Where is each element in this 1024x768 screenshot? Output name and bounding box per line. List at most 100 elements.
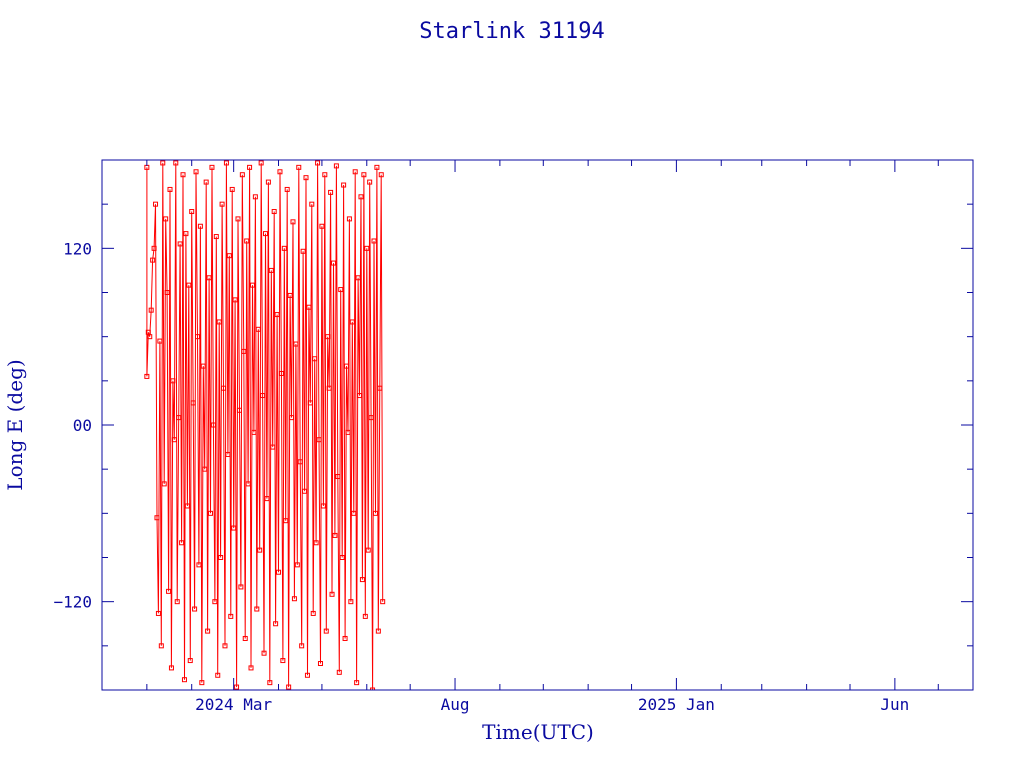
data-point	[209, 164, 215, 170]
data-point	[307, 400, 313, 406]
data-point	[291, 596, 297, 602]
data-point	[312, 356, 318, 362]
data-point	[365, 547, 371, 553]
data-point	[303, 175, 309, 181]
data-point	[280, 658, 286, 664]
data-point	[258, 160, 264, 166]
data-point	[173, 160, 179, 166]
series-line	[146, 162, 384, 690]
data-point	[375, 628, 381, 634]
data-point	[235, 216, 241, 222]
data-point	[239, 172, 245, 178]
data-point	[249, 282, 255, 288]
data-point	[148, 307, 154, 313]
data-point	[297, 459, 303, 465]
data-point	[289, 415, 295, 421]
data-point	[193, 169, 199, 175]
data-point	[339, 555, 345, 560]
data-point	[194, 334, 200, 340]
data-point	[181, 677, 187, 683]
data-point	[177, 241, 183, 247]
data-point	[252, 194, 258, 200]
data-point	[229, 186, 235, 192]
data-point	[163, 216, 169, 222]
x-tick-label: Aug	[441, 695, 470, 714]
data-point	[371, 238, 377, 244]
data-point	[268, 267, 274, 273]
data-point	[196, 562, 202, 568]
data-point	[286, 684, 292, 690]
data-point	[255, 326, 261, 332]
data-point	[315, 160, 321, 166]
data-point	[300, 248, 306, 254]
data-point	[189, 209, 195, 215]
data-point	[377, 385, 383, 391]
data-point	[323, 628, 329, 634]
data-point	[313, 540, 319, 546]
data-point	[251, 429, 257, 435]
data-point	[333, 163, 339, 169]
data-point	[329, 591, 335, 597]
data-point	[352, 169, 358, 175]
data-point	[215, 672, 221, 678]
data-point	[284, 186, 290, 192]
data-point	[348, 599, 354, 605]
data-point	[341, 182, 347, 188]
data-point	[202, 466, 208, 472]
data-point	[328, 189, 334, 195]
data-point	[283, 518, 289, 524]
data-point	[261, 650, 267, 656]
data-point	[167, 186, 173, 192]
data-point	[260, 393, 266, 399]
data-point	[157, 338, 163, 344]
x-axis-label: Time(UTC)	[482, 720, 594, 744]
data-point	[271, 209, 277, 215]
data-point	[245, 481, 251, 487]
data-point	[276, 569, 282, 575]
data-point	[218, 555, 224, 560]
data-point	[190, 400, 196, 406]
data-point	[170, 378, 176, 384]
data-point	[219, 201, 225, 207]
data-point	[372, 510, 378, 516]
data-point	[254, 606, 260, 612]
data-point	[304, 672, 310, 678]
data-point	[144, 373, 150, 379]
data-point	[150, 257, 156, 263]
data-point	[186, 282, 192, 288]
data-point	[199, 680, 205, 686]
data-point	[346, 216, 352, 222]
data-point	[203, 179, 209, 185]
data-point	[221, 385, 227, 391]
data-point	[262, 231, 268, 237]
data-point	[176, 415, 182, 421]
x-axis: 2024 Mar Aug 2025 Jan Jun	[101, 160, 939, 714]
data-point	[192, 606, 198, 612]
data-point	[210, 422, 216, 428]
data-point	[299, 643, 305, 649]
data-point	[231, 525, 237, 531]
data-point	[151, 245, 157, 251]
data-point	[325, 334, 331, 340]
data-point	[147, 334, 153, 340]
plot-area	[144, 160, 386, 690]
data-point	[222, 643, 228, 649]
data-point	[370, 687, 376, 690]
data-point	[267, 680, 273, 686]
data-point	[174, 599, 180, 605]
data-point	[302, 488, 308, 494]
data-point	[287, 292, 293, 298]
data-point	[368, 415, 374, 421]
x-tick-label: 2025 Jan	[638, 695, 715, 714]
data-point	[241, 348, 247, 354]
data-point	[168, 665, 174, 671]
data-point	[317, 661, 323, 666]
data-point	[183, 231, 189, 237]
data-point	[294, 562, 300, 568]
data-point	[306, 304, 312, 310]
data-point	[316, 437, 322, 443]
data-point	[265, 179, 271, 185]
y-tick-label: 120	[63, 239, 92, 258]
data-point	[330, 260, 336, 266]
